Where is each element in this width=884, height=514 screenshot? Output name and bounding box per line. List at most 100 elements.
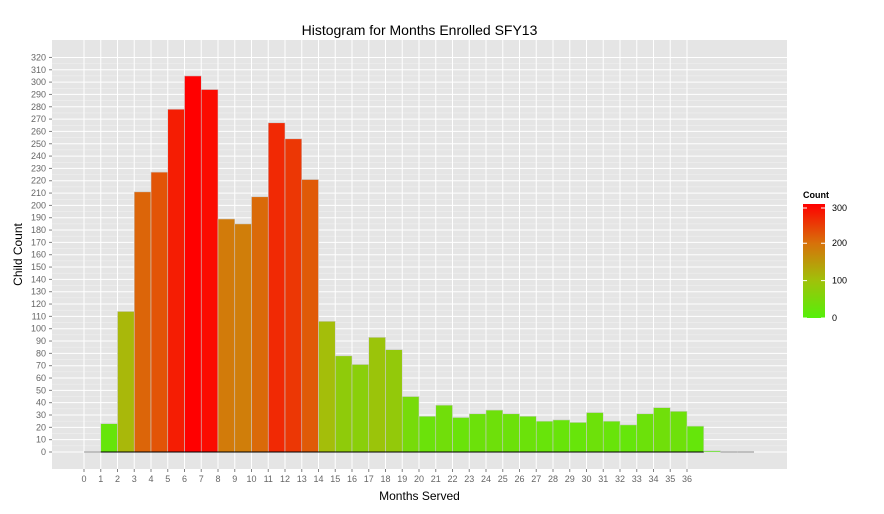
histogram-bar	[418, 415, 437, 453]
x-tick-label: 13	[297, 474, 307, 484]
legend-title: Count	[803, 190, 829, 200]
histogram-bar	[519, 415, 537, 453]
histogram-bar	[318, 321, 336, 453]
x-tick-label: 16	[347, 474, 357, 484]
legend-tick-label: 300	[832, 203, 847, 213]
histogram-bar	[468, 413, 487, 453]
x-tick-label: 33	[632, 474, 642, 484]
histogram-bar	[586, 412, 604, 453]
x-tick-label: 36	[682, 474, 692, 484]
x-tick-label: 12	[280, 474, 290, 484]
y-tick-label: 240	[31, 151, 46, 161]
x-tick-label: 14	[313, 474, 323, 484]
x-tick-label: 1	[98, 474, 103, 484]
histogram-bar	[184, 75, 202, 453]
x-tick-label: 7	[199, 474, 204, 484]
x-tick-label: 35	[665, 474, 675, 484]
histogram-bar	[452, 417, 470, 453]
x-tick-label: 28	[548, 474, 558, 484]
y-tick-label: 50	[36, 385, 46, 395]
y-tick-label: 70	[36, 361, 46, 371]
y-tick-label: 20	[36, 422, 46, 432]
legend-tick-label: 0	[832, 313, 837, 323]
histogram-bar	[401, 396, 420, 453]
y-tick-label: 260	[31, 126, 46, 136]
y-tick-label: 200	[31, 200, 46, 210]
y-tick-label: 220	[31, 176, 46, 186]
y-tick-label: 250	[31, 139, 46, 149]
chart-title: Histogram for Months Enrolled SFY13	[302, 22, 538, 38]
x-tick-label: 9	[232, 474, 237, 484]
histogram-bar	[284, 138, 303, 453]
histogram-bar	[200, 89, 219, 453]
y-tick-label: 290	[31, 89, 46, 99]
y-tick-label: 300	[31, 77, 46, 87]
x-tick-label: 0	[81, 474, 86, 484]
histogram-bar	[117, 311, 135, 453]
y-tick-label: 100	[31, 324, 46, 334]
x-tick-label: 2	[115, 474, 120, 484]
x-tick-label: 30	[581, 474, 591, 484]
histogram-bar	[100, 423, 118, 453]
histogram-bar	[368, 337, 386, 453]
y-tick-label: 190	[31, 213, 46, 223]
y-tick-label: 120	[31, 299, 46, 309]
y-tick-label: 60	[36, 373, 46, 383]
histogram-bar	[267, 122, 286, 453]
x-tick-label: 22	[447, 474, 457, 484]
x-tick-label: 15	[330, 474, 340, 484]
x-tick-label: 31	[598, 474, 608, 484]
x-tick-label: 10	[246, 474, 256, 484]
histogram-bar	[150, 171, 169, 453]
y-axis-title: Child Count	[11, 222, 25, 285]
x-axis-title: Months Served	[379, 489, 460, 503]
y-tick-label: 270	[31, 114, 46, 124]
x-tick-label: 17	[364, 474, 374, 484]
histogram-bar	[686, 425, 705, 453]
x-axis-ticks: 0 1 2 3 4 5 6 7 8 9 10 11 12 13 14 15 16 17 18 19 20 21 22 23 24…	[81, 469, 692, 484]
y-tick-label: 90	[36, 336, 46, 346]
histogram-bar	[334, 355, 353, 453]
histogram-bar	[602, 420, 621, 453]
histogram-bar	[485, 409, 504, 453]
histogram-bar	[133, 191, 152, 453]
y-tick-label: 320	[31, 52, 46, 62]
y-tick-label: 110	[32, 311, 46, 321]
histogram-bar	[234, 223, 252, 453]
y-tick-label: 150	[31, 262, 46, 272]
x-tick-label: 19	[397, 474, 407, 484]
x-tick-label: 34	[648, 474, 658, 484]
histogram-bar	[351, 364, 370, 453]
histogram-bar	[653, 407, 671, 453]
y-axis-ticks: 0 10 20 30 40 50 60 70 80 90 100 110 120 130 140 150 160…	[31, 52, 52, 457]
y-tick-label: 230	[31, 163, 46, 173]
y-tick-label: 170	[31, 237, 46, 247]
histogram-bar	[385, 349, 403, 453]
x-tick-label: 27	[531, 474, 541, 484]
y-tick-label: 80	[36, 348, 46, 358]
y-tick-label: 160	[31, 250, 46, 260]
histogram-bar	[502, 413, 520, 453]
x-tick-label: 18	[380, 474, 390, 484]
x-tick-label: 4	[148, 474, 153, 484]
histogram-bar	[217, 218, 236, 453]
x-tick-label: 24	[481, 474, 491, 484]
y-tick-label: 10	[36, 435, 46, 445]
histogram-bar	[301, 179, 319, 453]
y-tick-label: 130	[31, 287, 46, 297]
x-tick-label: 23	[464, 474, 474, 484]
bars-group	[84, 75, 754, 453]
histogram-bar	[251, 196, 269, 453]
legend-tick-label: 200	[832, 238, 847, 248]
legend-ticks: 0 100 200 300	[803, 203, 847, 323]
histogram-bar	[636, 413, 654, 453]
x-tick-label: 20	[414, 474, 424, 484]
histogram-bar	[435, 404, 453, 453]
histogram-bar	[619, 424, 638, 453]
x-tick-label: 26	[514, 474, 524, 484]
legend: Count 0 100 200 300	[803, 190, 847, 323]
x-tick-label: 29	[565, 474, 575, 484]
y-tick-label: 310	[31, 65, 46, 75]
histogram-bar	[703, 450, 721, 453]
histogram-bar	[552, 419, 571, 453]
